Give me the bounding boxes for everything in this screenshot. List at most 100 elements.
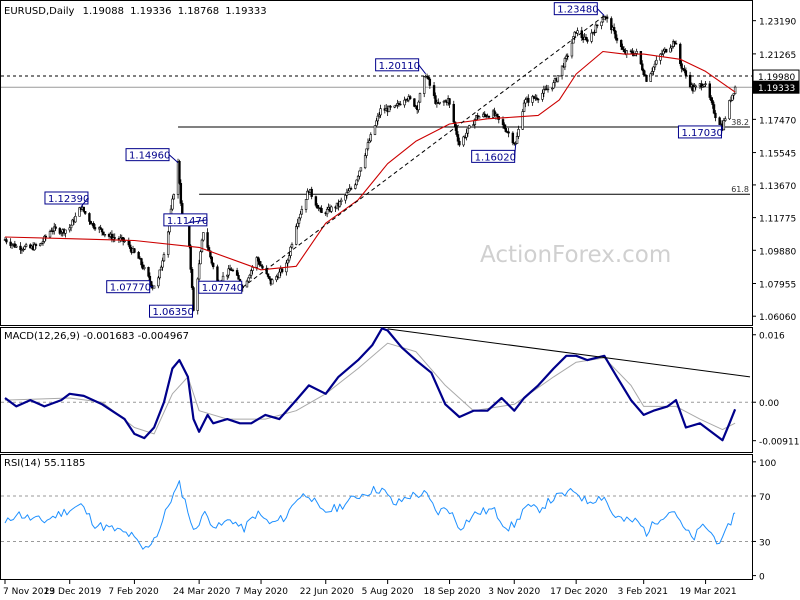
candle-body: [572, 36, 575, 44]
candle-body: [504, 128, 508, 132]
price-label-text: 1.12390: [48, 194, 89, 205]
watermark: ActionForex.com: [480, 242, 671, 268]
candle-body: [672, 41, 675, 47]
candle-body: [60, 232, 63, 234]
candle-body: [349, 188, 353, 190]
price-plot: 38.2 61.8 1.12390 1.07770 1.14960 1.11470 1.06…: [1, 2, 752, 318]
candle-body: [680, 63, 683, 69]
candle-body: [389, 105, 392, 108]
candle-body: [621, 46, 624, 50]
candle-body: [378, 114, 381, 117]
candle-body: [345, 192, 349, 196]
candle-body: [659, 53, 662, 61]
trendline-dashed: [242, 15, 605, 288]
price-label-text: 1.16020: [475, 152, 516, 163]
candle-body: [428, 78, 432, 86]
candle-body: [522, 102, 526, 112]
candle-body: [462, 136, 465, 146]
candle-body: [605, 16, 609, 19]
candle-body: [143, 267, 146, 269]
rsi-title: RSI(14) 55.1185: [4, 458, 85, 469]
candle-body: [83, 210, 87, 214]
fib-level-label: 61.8: [731, 185, 749, 194]
x-axis-label: 7 Feb 2020: [108, 587, 159, 597]
candle-body: [639, 50, 643, 65]
candle-body: [365, 148, 368, 156]
candle-body: [496, 113, 499, 117]
candle-body: [601, 18, 605, 23]
candle-body: [172, 194, 176, 200]
price-label-text: 1.17030: [681, 128, 722, 139]
candle-body: [552, 82, 555, 89]
price-header: EURUSD,Daily 1.19088 1.19336 1.18768 1.1…: [4, 6, 267, 17]
candle-body: [197, 263, 201, 280]
panel-frames: [0, 0, 753, 580]
candle-body: [614, 30, 617, 39]
candle-body: [53, 226, 56, 232]
candle-body: [641, 63, 644, 71]
candle-body: [473, 119, 477, 125]
candle-body: [133, 248, 136, 253]
candle-body: [484, 114, 488, 117]
candle-body: [655, 59, 658, 65]
candle-body: [610, 18, 613, 31]
x-axis-label: 24 Mar 2020: [173, 587, 230, 597]
candle-body: [700, 83, 703, 88]
candle-body: [137, 252, 140, 259]
candle-body: [41, 241, 45, 244]
x-axis-label: 18 Sep 2020: [424, 587, 481, 597]
candle-body: [546, 88, 550, 91]
macd-axis-label: 0.00: [759, 399, 779, 409]
candle-body: [113, 237, 116, 239]
candle-body: [19, 245, 22, 251]
price-label: 1.16020: [471, 144, 517, 163]
price-axis-label: 1.15545: [759, 150, 796, 160]
price-label: 1.11470: [163, 213, 208, 227]
candle-body: [413, 98, 416, 107]
candle-body: [517, 129, 520, 137]
candle-body: [596, 24, 599, 27]
candle-body: [536, 98, 540, 101]
candle-body: [23, 246, 26, 250]
x-axis-label: 22 Jun 2020: [300, 587, 354, 597]
x-axis-label: 7 May 2020: [235, 587, 288, 597]
candle-body: [202, 232, 205, 241]
price-label-leader: [418, 64, 427, 75]
candle-body: [92, 223, 95, 228]
candle-body: [192, 287, 195, 311]
candle-body: [565, 55, 568, 59]
price-label-text: 1.06350: [153, 307, 194, 318]
price-axis-tag-label: 1.19333: [758, 84, 795, 94]
candle-body: [521, 111, 524, 130]
candle-body: [359, 167, 363, 172]
candle-body: [652, 66, 655, 72]
candle-body: [423, 76, 426, 94]
candle-body: [221, 275, 225, 282]
x-axis-label: 7 Nov 2019: [3, 587, 55, 597]
moving-average-line: [4, 50, 736, 271]
candle-body: [452, 103, 455, 123]
candle-body: [458, 140, 461, 146]
candle-body: [718, 117, 721, 125]
candle-body: [299, 213, 302, 219]
candle-body: [511, 132, 515, 144]
candle-body: [369, 134, 372, 142]
low-value: 1.18768: [178, 6, 219, 17]
price-axis-tag: [752, 80, 800, 94]
candle-body: [376, 115, 379, 122]
x-axis-label: 5 Aug 2020: [362, 587, 414, 597]
candle-body: [226, 274, 229, 277]
candle-body: [44, 235, 47, 238]
candle-body: [178, 161, 181, 184]
candle-body: [121, 237, 125, 242]
candle-body: [477, 116, 481, 119]
candle-body: [580, 30, 583, 38]
candle-body: [535, 97, 538, 100]
candle-body: [171, 198, 174, 210]
price-label-leader: [514, 144, 517, 157]
candle-body: [265, 267, 268, 275]
candle-body: [448, 98, 451, 105]
candle-body: [40, 242, 43, 245]
candle-body: [711, 100, 714, 105]
